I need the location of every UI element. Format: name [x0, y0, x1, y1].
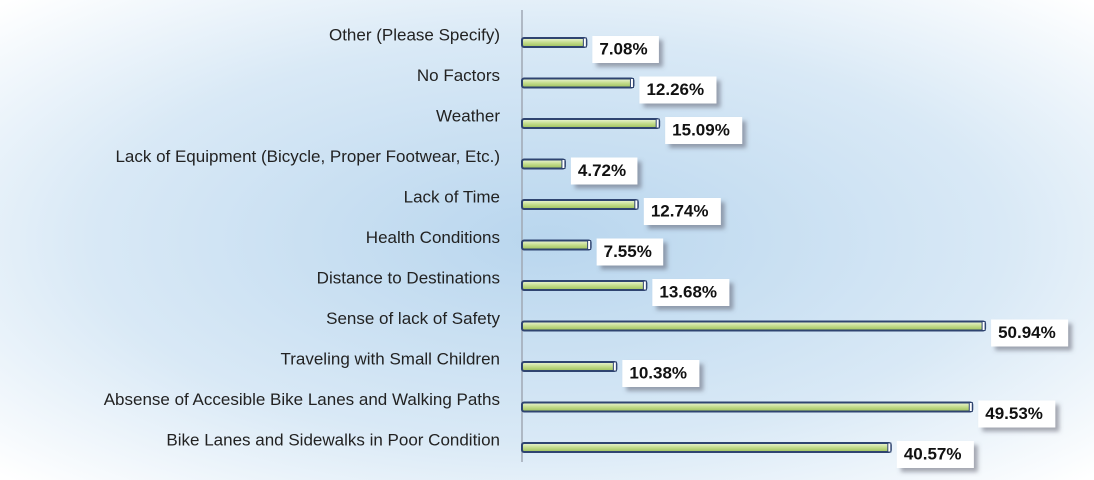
data-label: 50.94% [998, 323, 1056, 342]
label-background [991, 319, 1069, 347]
label-background [592, 36, 659, 63]
y-tick-label: Lack of Equipment (Bicycle, Proper Footw… [115, 147, 500, 166]
bar-end [634, 199, 639, 210]
label-background [665, 117, 743, 144]
data-label: 40.57% [904, 444, 962, 463]
bar-end [642, 280, 647, 291]
bar-end [561, 159, 566, 169]
data-label: 7.08% [599, 39, 647, 58]
data-label: 12.74% [651, 201, 709, 220]
data-label-box [596, 238, 664, 266]
data-label-box [665, 117, 743, 144]
label-background [570, 157, 638, 185]
bar [521, 158, 566, 170]
data-label-box [991, 319, 1069, 347]
y-tick-label: Other (Please Specify) [329, 25, 500, 44]
y-tick-label: Bike Lanes and Sidewalks in Poor Conditi… [166, 430, 500, 449]
data-label: 13.68% [659, 282, 717, 301]
data-label: 4.72% [578, 161, 626, 180]
bar-end [655, 118, 660, 129]
bar-end [582, 37, 587, 48]
y-tick-label: No Factors [417, 66, 500, 85]
data-label: 49.53% [985, 404, 1043, 423]
y-tick-label: Health Conditions [366, 228, 500, 247]
data-label-box [643, 198, 721, 225]
data-label: 10.38% [629, 363, 687, 382]
data-label: 12.26% [646, 80, 704, 99]
data-label-box [639, 76, 717, 104]
bar-end [887, 442, 892, 453]
y-tick-label: Distance to Destinations [317, 268, 500, 287]
bar [521, 320, 987, 332]
data-label-box [652, 279, 730, 306]
bar-end [981, 321, 986, 331]
label-background [622, 360, 700, 387]
bar [521, 239, 592, 251]
bar [521, 199, 639, 210]
label-background [639, 76, 717, 104]
data-label-box [896, 441, 974, 468]
y-tick-label: Lack of Time [404, 187, 500, 206]
data-label-box [592, 36, 659, 63]
label-background [896, 441, 974, 468]
label-background [643, 198, 721, 225]
bar-end [587, 240, 592, 250]
bar [521, 37, 588, 48]
bar-end [612, 361, 617, 372]
label-background [596, 238, 664, 266]
bar [521, 361, 618, 372]
data-label-box [570, 157, 638, 185]
label-background [978, 400, 1056, 428]
bar-end [629, 78, 634, 88]
y-tick-label: Weather [436, 106, 500, 125]
bar [521, 77, 635, 89]
data-label: 15.09% [672, 120, 730, 139]
y-tick-label: Sense of lack of Safety [326, 309, 500, 328]
data-label-box [622, 360, 700, 387]
bar [521, 401, 974, 413]
y-tick-label: Absense of Accesible Bike Lanes and Walk… [104, 390, 500, 409]
bar-end [968, 402, 973, 412]
bar [521, 280, 648, 291]
data-label: 7.55% [604, 242, 652, 261]
data-label-box [978, 400, 1056, 428]
y-tick-label: Traveling with Small Children [280, 349, 500, 368]
bar [521, 118, 661, 129]
bar [521, 442, 892, 453]
label-background [652, 279, 730, 306]
